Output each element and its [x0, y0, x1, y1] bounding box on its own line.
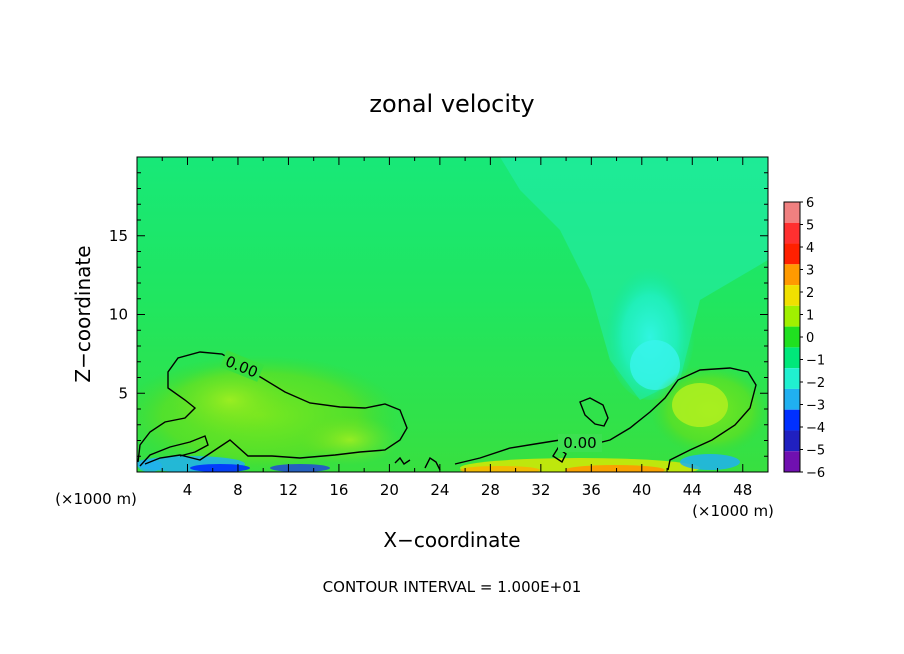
x-tick-label: 44	[683, 481, 702, 499]
colorbar-label: −1	[806, 354, 825, 369]
colorbar-swatch	[784, 326, 800, 348]
colorbar-label: 4	[806, 241, 814, 256]
colorbar-label: −5	[806, 444, 825, 459]
y-tick-label: 5	[118, 384, 128, 402]
x-tick-label: 8	[233, 481, 243, 499]
colorbar-swatch	[784, 264, 800, 286]
x-tick-label: 40	[632, 481, 651, 499]
contour-line-left	[137, 351, 408, 465]
colorbar-label: 2	[806, 286, 814, 301]
y-axis: 5 10 15	[109, 172, 768, 457]
colorbar-label: 6	[806, 196, 814, 211]
colorbar-swatch	[784, 202, 800, 223]
x-axis-label: X−coordinate	[383, 528, 520, 552]
y-axis-label: Z−coordinate	[71, 245, 95, 382]
colorbar-label: 1	[806, 309, 814, 324]
y-tick-label: 10	[109, 306, 128, 324]
colorbar-swatch	[784, 451, 800, 472]
heatmap-field	[137, 157, 768, 472]
contour-label-right: 0.00	[563, 434, 596, 452]
contour-line-bottom-wiggle	[394, 456, 441, 471]
chart-title: zonal velocity	[369, 90, 534, 118]
x-tick-label: 4	[183, 481, 193, 499]
colorbar-swatch	[784, 430, 800, 452]
contour-interval-text: CONTOUR INTERVAL = 1.000E+01	[323, 578, 582, 596]
contour-lines	[137, 351, 757, 471]
colorbar-label: −2	[806, 376, 825, 391]
colorbar-swatch	[784, 409, 800, 431]
colorbar-swatch	[784, 285, 800, 306]
x-tick-label: 32	[531, 481, 550, 499]
x-tick-label: 36	[582, 481, 601, 499]
contour-line-inner-left	[139, 435, 209, 467]
x-tick-label: 48	[733, 481, 752, 499]
colorbar-swatch	[784, 222, 800, 244]
colorbar-swatch	[784, 388, 800, 410]
x-tick-label: 12	[279, 481, 298, 499]
colorbar-label: 5	[806, 219, 814, 234]
x-axis: 4 8 12 16 20 24 28 32 36 40 44 48	[161, 157, 752, 499]
y-tick-label: 15	[109, 227, 128, 245]
colorbar-label: −6	[806, 466, 825, 481]
contour-line-small-loop	[579, 397, 609, 427]
colorbar-swatch	[784, 368, 800, 389]
colorbar-swatch	[784, 305, 800, 327]
colorbar-label: 3	[806, 264, 814, 279]
colorbar: 6 5 4 3 2 1 0 −1 −2 −3 −4 −5 −6	[783, 196, 825, 481]
contour-line-mid-small	[552, 446, 567, 464]
x-tick-label: 20	[380, 481, 399, 499]
x-tick-label: 24	[430, 481, 449, 499]
x-tick-label: 16	[329, 481, 348, 499]
x-unit-label-right: (×1000 m)	[692, 502, 774, 520]
x-tick-label: 28	[481, 481, 500, 499]
contour-line-right	[454, 367, 757, 471]
colorbar-swatch	[784, 347, 800, 369]
colorbar-label: −3	[806, 399, 825, 414]
colorbar-label: −4	[806, 421, 825, 436]
colorbar-label: 0	[806, 331, 814, 346]
x-unit-label-left: (×1000 m)	[55, 490, 137, 508]
colorbar-swatch	[784, 243, 800, 265]
